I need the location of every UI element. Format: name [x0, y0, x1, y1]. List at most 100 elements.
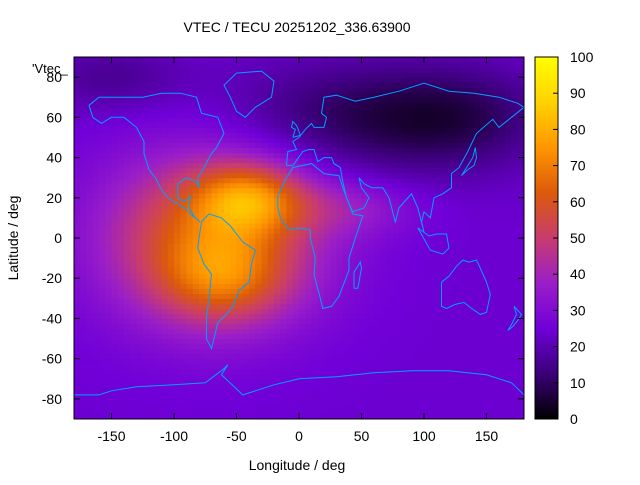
heatmap-cell: [174, 217, 181, 224]
heatmap-cell: [405, 232, 413, 239]
heatmap-cell: [405, 288, 413, 294]
heatmap-cell: [80, 398, 88, 405]
heatmap-cell: [324, 308, 331, 315]
heatmap-cell: [105, 323, 113, 330]
heatmap-cell: [492, 288, 500, 294]
heatmap-cell: [274, 122, 281, 128]
heatmap-cell: [249, 318, 256, 325]
heatmap-cell: [492, 293, 500, 299]
heatmap-cell: [430, 238, 438, 244]
heatmap-cell: [355, 132, 363, 139]
heatmap-cell: [224, 222, 231, 229]
heatmap-cell: [217, 187, 225, 194]
heatmap-cell: [211, 117, 219, 123]
heatmap-cell: [230, 323, 238, 330]
heatmap-cell: [124, 87, 131, 93]
heatmap-cell: [92, 82, 100, 88]
heatmap-cell: [517, 172, 524, 179]
heatmap-cell: [174, 278, 181, 284]
heatmap-cell: [299, 182, 306, 189]
heatmap-cell: [405, 358, 413, 365]
heatmap-cell: [349, 378, 356, 385]
heatmap-cell: [505, 303, 513, 309]
heatmap-cell: [130, 263, 138, 269]
heatmap-cell: [236, 278, 244, 284]
heatmap-cell: [436, 187, 444, 194]
heatmap-cell: [405, 112, 413, 118]
heatmap-cell: [261, 162, 269, 169]
heatmap-cell: [155, 243, 163, 249]
heatmap-cell: [149, 217, 156, 224]
heatmap-cell: [505, 358, 513, 365]
heatmap-cell: [130, 212, 138, 219]
heatmap-cell: [342, 152, 350, 159]
heatmap-cell: [324, 293, 331, 299]
heatmap-cell: [317, 232, 325, 239]
heatmap-cell: [224, 197, 231, 204]
heatmap-cell: [86, 167, 94, 174]
heatmap-cell: [430, 117, 438, 123]
heatmap-cell: [99, 268, 106, 274]
heatmap-cell: [236, 127, 244, 134]
heatmap-cell: [274, 172, 281, 179]
heatmap-cell: [505, 167, 513, 174]
heatmap-cell: [311, 122, 319, 128]
heatmap-cell: [442, 177, 450, 184]
heatmap-cell: [517, 137, 524, 144]
heatmap-cell: [392, 87, 400, 93]
heatmap-cell: [461, 122, 469, 128]
heatmap-cell: [505, 273, 513, 279]
heatmap-cell: [142, 358, 150, 365]
heatmap-cell: [467, 217, 475, 224]
heatmap-cell: [217, 197, 225, 204]
heatmap-cell: [255, 338, 263, 345]
heatmap-cell: [161, 383, 169, 390]
heatmap-cell: [374, 102, 381, 108]
heatmap-cell: [186, 172, 194, 179]
heatmap-cell: [249, 368, 256, 375]
heatmap-cell: [261, 227, 269, 234]
heatmap-cell: [349, 353, 356, 360]
heatmap-cell: [186, 238, 194, 244]
heatmap-cell: [267, 162, 275, 169]
heatmap-cell: [486, 182, 494, 189]
heatmap-cell: [461, 137, 469, 144]
heatmap-cell: [242, 177, 250, 184]
heatmap-cell: [86, 318, 94, 325]
heatmap-cell: [242, 107, 250, 113]
heatmap-cell: [430, 393, 438, 400]
heatmap-cell: [267, 328, 275, 335]
heatmap-cell: [261, 383, 269, 390]
heatmap-cell: [505, 353, 513, 360]
heatmap-cell: [149, 263, 156, 269]
heatmap-cell: [436, 278, 444, 284]
heatmap-cell: [349, 283, 356, 289]
heatmap-cell: [161, 323, 169, 330]
heatmap-cell: [399, 363, 406, 370]
heatmap-cell: [517, 72, 524, 78]
heatmap-cell: [74, 328, 81, 335]
heatmap-cell: [399, 308, 406, 315]
heatmap-cell: [74, 388, 81, 395]
heatmap-cell: [174, 152, 181, 159]
heatmap-cell: [474, 202, 481, 209]
heatmap-cell: [186, 338, 194, 345]
heatmap-cell: [286, 388, 294, 395]
heatmap-cell: [86, 278, 94, 284]
heatmap-cell: [492, 212, 500, 219]
heatmap-cell: [192, 323, 200, 330]
heatmap-cell: [299, 268, 306, 274]
heatmap-cell: [161, 127, 169, 134]
heatmap-cell: [199, 333, 206, 340]
heatmap-cell: [392, 388, 400, 395]
heatmap-cell: [261, 348, 269, 355]
heatmap-cell: [386, 177, 394, 184]
heatmap-cell: [480, 283, 488, 289]
heatmap-cell: [361, 212, 369, 219]
heatmap-cell: [167, 248, 175, 254]
heatmap-cell: [311, 192, 319, 199]
heatmap-cell: [474, 102, 481, 108]
heatmap-cell: [486, 212, 494, 219]
heatmap-cell: [261, 288, 269, 294]
heatmap-cell: [86, 268, 94, 274]
